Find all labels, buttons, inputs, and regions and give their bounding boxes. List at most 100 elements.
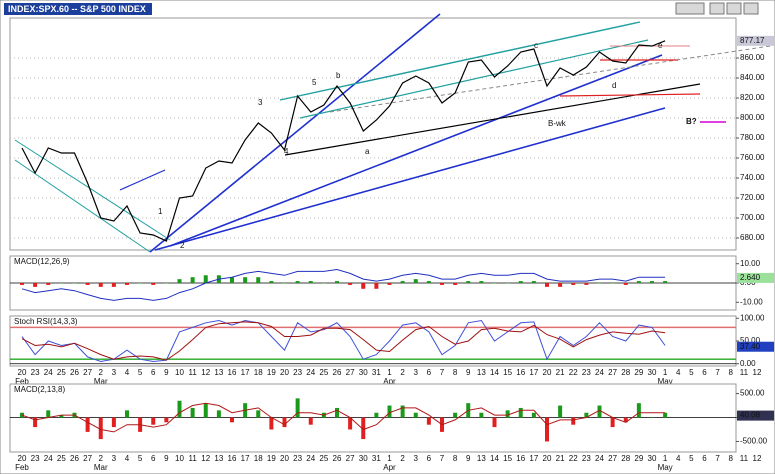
last-value-label: 37.40 — [740, 342, 761, 351]
minimize-button[interactable] — [709, 2, 725, 15]
histogram-bar — [466, 281, 471, 283]
panel — [9, 315, 737, 367]
last-value-label: 2.640 — [740, 273, 761, 282]
x-tick-label: 6 — [427, 368, 432, 377]
x-tick-label: 3 — [414, 454, 419, 463]
x-tick-label: 8 — [453, 368, 458, 377]
x-tick-label: 24 — [595, 454, 604, 463]
histogram-bar — [321, 283, 326, 284]
panel-title: MACD(2,13,8) — [14, 385, 65, 394]
histogram-bar — [545, 283, 549, 287]
histogram-bar — [164, 417, 169, 423]
histogram-bar — [571, 417, 576, 425]
series-line — [21, 319, 666, 363]
window-buttons[interactable] — [675, 2, 759, 15]
month-label: Mar — [94, 377, 108, 386]
series-line — [21, 321, 666, 361]
chart-title: INDEX:SPX.60 -- S&P 500 INDEX — [8, 4, 146, 14]
histogram-bar — [256, 410, 261, 418]
histogram-bar — [479, 281, 484, 283]
annotation: B-wk — [548, 119, 567, 128]
trend-line — [299, 39, 649, 119]
x-tick-label: 28 — [621, 454, 630, 463]
x-tick-label: 27 — [346, 454, 355, 463]
x-tick-label: 3 — [112, 454, 117, 463]
y-tick-label: 0.00 — [740, 359, 756, 368]
x-tick-label: 2 — [400, 368, 405, 377]
x-tick-label: 5 — [689, 454, 694, 463]
histogram-bar — [400, 405, 405, 418]
x-tick-label: 27 — [608, 454, 617, 463]
histogram-bar — [98, 417, 103, 440]
x-tick-label: 13 — [214, 454, 223, 463]
x-tick-label: 30 — [648, 368, 657, 377]
y-tick-label: 740.00 — [740, 173, 765, 182]
histogram-bar — [479, 412, 484, 418]
x-tick-label: 29 — [634, 368, 643, 377]
histogram-bar — [636, 281, 641, 283]
y-tick-label: 760.00 — [740, 153, 765, 162]
histogram-bar — [663, 412, 668, 418]
histogram-bar — [308, 417, 313, 425]
histogram-bar — [623, 417, 628, 423]
histogram-bar — [531, 412, 536, 418]
x-tick-label: 6 — [702, 368, 707, 377]
x-tick-label: 9 — [164, 454, 169, 463]
histogram-bar — [426, 281, 431, 283]
last-value-label: 877.17 — [740, 36, 765, 45]
histogram-bar — [269, 281, 274, 283]
histogram-bar — [177, 279, 182, 283]
x-tick-label: 20 — [280, 368, 289, 377]
histogram-bar — [138, 283, 143, 284]
x-tick-label: 2 — [99, 368, 104, 377]
x-tick-label: 23 — [293, 454, 302, 463]
x-tick-label: 11 — [188, 454, 197, 463]
histogram-bar — [125, 283, 129, 285]
x-tick-label: 25 — [319, 368, 328, 377]
histogram-bar — [335, 281, 339, 283]
histogram-bar — [610, 417, 615, 428]
x-tick-label: 21 — [556, 454, 565, 463]
histogram-bar — [597, 405, 602, 418]
x-tick-label: 19 — [267, 454, 276, 463]
histogram-bar — [518, 281, 523, 283]
x-tick-label: 10 — [175, 368, 184, 377]
panel — [9, 17, 737, 251]
histogram-bar — [400, 281, 405, 283]
y-tick-label: 800.00 — [740, 113, 765, 122]
histogram-bar — [125, 410, 129, 418]
x-tick-label: 9 — [164, 368, 169, 377]
x-tick-label: 16 — [228, 454, 237, 463]
histogram-bar — [282, 283, 287, 284]
x-tick-label: 17 — [529, 368, 538, 377]
x-tick-label: 24 — [306, 454, 315, 463]
x-tick-label: 9 — [466, 368, 471, 377]
x-tick-label: 20 — [543, 368, 552, 377]
annotation: 4 — [284, 147, 289, 156]
x-tick-label: 17 — [241, 368, 250, 377]
series-line — [21, 268, 666, 301]
x-tick-label: 11 — [188, 368, 197, 377]
x-tick-label: 12 — [201, 368, 210, 377]
annotation: B? — [686, 117, 697, 126]
histogram-bar — [374, 283, 379, 289]
x-tick-label: 6 — [151, 368, 156, 377]
x-tick-label: 14 — [490, 454, 499, 463]
x-tick-label: 8 — [729, 368, 734, 377]
x-tick-label: 11 — [740, 368, 749, 377]
annotation: d — [612, 81, 616, 90]
close-button[interactable] — [743, 2, 759, 15]
x-tick-label: 13 — [477, 368, 486, 377]
histogram-bar — [531, 281, 536, 283]
trend-line — [154, 107, 666, 251]
x-tick-label: 30 — [359, 454, 368, 463]
x-tick-label: 1 — [663, 368, 668, 377]
histogram-bar — [33, 283, 38, 287]
x-tick-label: 11 — [740, 454, 749, 463]
y-tick-label: 820.00 — [740, 93, 765, 102]
toolbar-button[interactable] — [675, 2, 705, 15]
maximize-button[interactable] — [726, 2, 742, 15]
x-tick-label: 25 — [57, 368, 66, 377]
month-label: May — [658, 463, 673, 472]
